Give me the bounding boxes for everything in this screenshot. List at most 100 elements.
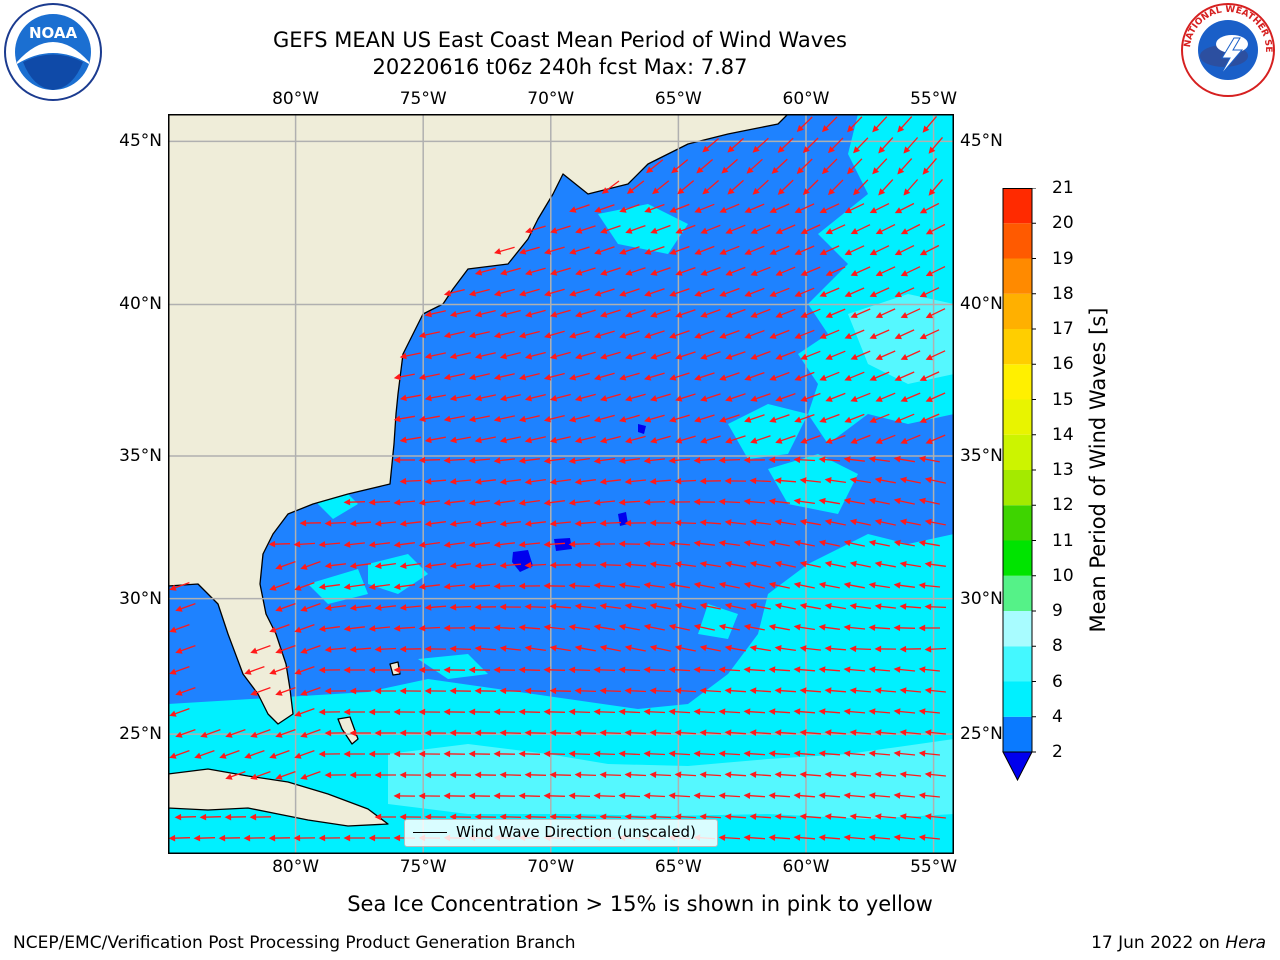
arrow-head — [749, 477, 757, 485]
arrow-head — [568, 582, 576, 590]
arrow-head — [574, 478, 582, 485]
arrow-head — [250, 689, 258, 696]
arrow-head — [624, 561, 632, 568]
arrow-head — [449, 687, 457, 695]
arrow-head — [919, 416, 927, 424]
arrow-head — [443, 624, 451, 632]
arrow-head — [449, 645, 457, 653]
arrow-head — [625, 353, 633, 360]
arrow-head — [819, 374, 827, 381]
arrow-head — [393, 834, 401, 842]
arrow-head — [668, 457, 676, 464]
arrow-head — [600, 269, 608, 276]
arrow-head — [468, 708, 476, 716]
arrow-head — [619, 416, 627, 423]
arrow-head — [399, 477, 407, 485]
arrow-head — [643, 792, 651, 800]
arrow-head — [643, 623, 651, 631]
arrow-head — [875, 228, 884, 235]
colorbar-segment — [1003, 188, 1032, 224]
arrow-head — [294, 710, 302, 717]
arrow-head — [474, 813, 482, 821]
arrow-head — [468, 666, 476, 674]
lon-tick-label: 75°W — [399, 857, 447, 877]
arrow-head — [368, 625, 376, 632]
arrow-head — [569, 248, 577, 255]
arrow-head — [893, 750, 901, 757]
arrow-head — [774, 645, 782, 652]
arrow-head — [918, 708, 926, 715]
arrow-head — [349, 729, 357, 737]
colorbar-segment — [1003, 681, 1032, 717]
arrow-head — [618, 708, 626, 716]
arrow-head — [574, 561, 582, 569]
arrow-head — [318, 834, 326, 842]
arrow-head — [468, 331, 476, 339]
arrow-head — [869, 249, 878, 256]
arrow-head — [694, 374, 702, 381]
arrow-head — [424, 813, 432, 821]
arrow-head — [399, 562, 407, 569]
arrow-head — [324, 771, 332, 779]
arrow-head — [744, 248, 752, 255]
arrow-head — [593, 582, 601, 589]
arrow-head — [800, 227, 808, 234]
arrow-head — [269, 626, 277, 633]
arrow-head — [646, 166, 654, 174]
arrow-head — [668, 708, 676, 716]
arrow-head — [774, 518, 782, 526]
arrow-head — [499, 394, 507, 402]
arrow-head — [574, 813, 582, 821]
arrow-head — [819, 332, 827, 339]
colorbar-tick-label: 18 — [1052, 283, 1074, 304]
arrow-head — [899, 687, 907, 694]
colorbar-segment — [1003, 258, 1032, 294]
arrow-head — [349, 604, 357, 611]
arrow-head — [524, 729, 532, 737]
arrow-head — [493, 750, 501, 758]
arrow-head — [644, 374, 652, 381]
arrow-head — [424, 687, 432, 695]
lat-tick-label: 35°N — [119, 446, 162, 467]
arrow-head — [393, 750, 401, 758]
arrow-head — [843, 750, 851, 757]
arrow-head — [643, 540, 651, 548]
arrow-head — [518, 499, 526, 506]
arrow-head — [619, 374, 627, 381]
arrow-head — [499, 645, 507, 652]
arrow-head — [544, 332, 552, 339]
arrow-head — [601, 187, 610, 194]
arrow-head — [593, 792, 601, 800]
arrow-head — [374, 520, 382, 527]
lat-tick-label: 40°N — [119, 294, 162, 315]
arrow-head — [893, 497, 901, 505]
arrow-head — [649, 561, 657, 568]
arrow-head — [569, 332, 577, 339]
arrow-head — [700, 269, 708, 276]
arrow-head — [649, 519, 657, 527]
arrow-head — [868, 834, 876, 841]
arrow-head — [693, 792, 701, 799]
arrow-head — [468, 290, 477, 297]
arrow-head — [624, 813, 632, 821]
arrow-head — [524, 353, 533, 360]
arrow-head — [725, 353, 733, 360]
arrow-head — [443, 499, 451, 506]
arrow-head — [693, 708, 701, 715]
arrow-head — [799, 687, 807, 694]
arrow-head — [543, 666, 551, 674]
arrow-head — [549, 436, 557, 444]
arrow-head — [743, 834, 751, 842]
arrow-head — [872, 167, 880, 175]
arrow-head — [699, 687, 707, 694]
arrow-head — [593, 457, 601, 464]
arrow-head — [218, 834, 226, 842]
arrow-head — [399, 687, 407, 695]
arrow-head — [550, 227, 558, 234]
colorbar-segment — [1003, 364, 1032, 400]
arrow-head — [718, 581, 726, 589]
arrow-head — [774, 771, 782, 778]
arrow-head — [725, 269, 733, 276]
arrow-head — [518, 541, 526, 548]
arrow-head — [194, 752, 202, 759]
